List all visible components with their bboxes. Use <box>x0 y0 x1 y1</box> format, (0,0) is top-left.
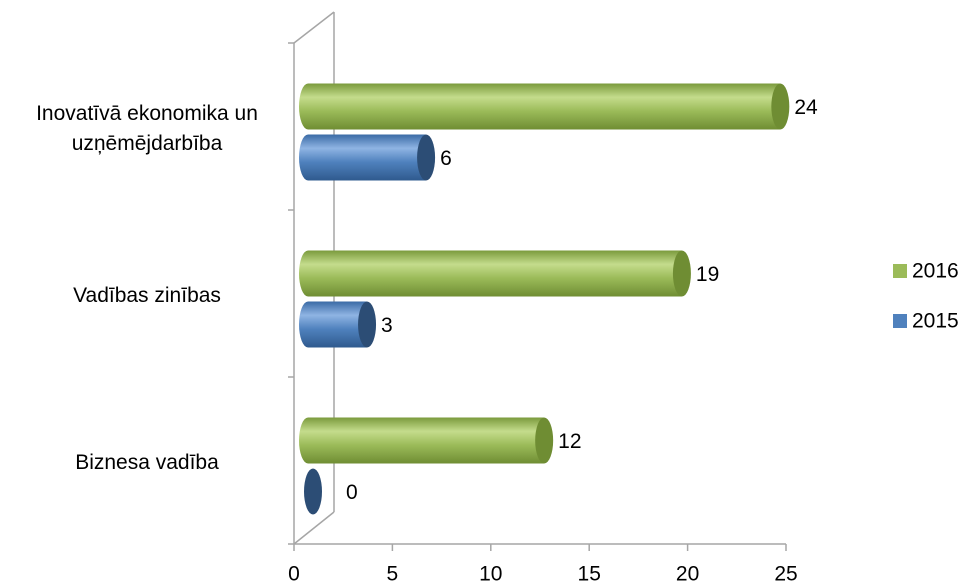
data-label: 0 <box>346 481 358 504</box>
bar <box>304 468 322 515</box>
bar-start <box>299 417 317 464</box>
bar-body <box>308 250 682 297</box>
bar-cap <box>672 250 691 297</box>
data-label: 24 <box>794 96 818 119</box>
y-tick-label: Biznesa vadība <box>75 450 219 474</box>
y-tick-label: Inovatīvā ekonomika un uzņēmējdarbība <box>36 101 258 155</box>
x-tick-label: 20 <box>676 563 699 586</box>
bar-body <box>308 417 545 464</box>
bar <box>299 134 436 181</box>
legend-label: 2015 <box>912 310 959 333</box>
bar-cap <box>771 83 790 130</box>
bar-start <box>299 250 317 297</box>
x-tick-label: 0 <box>288 563 300 586</box>
bar <box>299 301 377 348</box>
bar-start <box>299 83 317 130</box>
bar-body <box>308 134 427 181</box>
data-label: 19 <box>696 263 719 286</box>
bar-cap <box>358 301 377 348</box>
bar-cap <box>417 134 436 181</box>
legend-swatch <box>893 264 907 278</box>
x-tick-label: 25 <box>774 563 797 586</box>
x-tick-label: 10 <box>479 563 502 586</box>
x-tick-label: 15 <box>578 563 601 586</box>
bar <box>299 250 691 297</box>
y-tick-label: Vadības zinības <box>73 283 221 307</box>
bar-cap <box>304 468 322 515</box>
bar-cap <box>535 417 554 464</box>
bar-body <box>308 83 781 130</box>
bar-start <box>299 134 317 181</box>
bar-start <box>299 301 317 348</box>
data-label: 6 <box>440 147 452 170</box>
legend-label: 2016 <box>912 260 959 283</box>
bar <box>299 83 790 130</box>
bar-body <box>308 301 368 348</box>
data-label: 12 <box>558 430 581 453</box>
x-tick-label: 5 <box>387 563 399 586</box>
bar <box>299 417 554 464</box>
data-label: 3 <box>381 314 393 337</box>
legend-swatch <box>893 314 907 328</box>
